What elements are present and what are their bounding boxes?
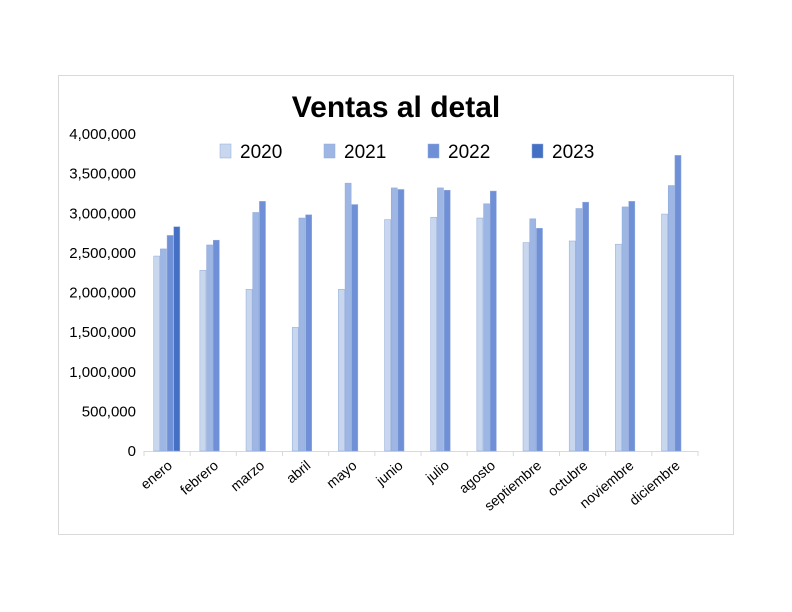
bar-2022-noviembre [628,201,636,452]
bar-2022-octubre [582,201,589,452]
bars [153,155,682,452]
bar-2022-febrero [213,239,220,452]
bar-2021-diciembre [667,185,675,452]
legend-swatch [531,143,544,159]
bar-2021-noviembre [621,206,629,452]
bar-2022-marzo [259,201,266,452]
legend-swatch [219,143,232,159]
legend-label: 2022 [448,142,490,163]
x-tick-label: enero [137,457,175,492]
bar-2020-octubre [568,240,576,452]
y-tick-label: 3,500,000 [69,166,136,183]
bar-2021-agosto [483,203,490,452]
legend: 2020 2021 2022 2023 [219,142,594,163]
bar-2020-junio [384,219,391,452]
y-tick-label: 4,000,000 [69,126,136,143]
bar-2020-septiembre [522,242,530,452]
bar-2021-septiembre [529,218,537,452]
bar-2020-abril [291,327,299,452]
bar-2023-enero [173,226,181,452]
bar-2022-mayo [351,204,359,452]
y-tick-label: 2,000,000 [69,285,136,302]
bar-2022-enero [166,235,174,452]
bar-2021-junio [390,187,398,452]
bar-2022-septiembre [536,228,543,452]
x-tick-label: agosto [456,457,499,496]
bar-2020-julio [430,216,438,452]
bar-2022-abril [305,214,312,452]
bar-2021-mayo [344,182,352,452]
bar-2020-febrero [199,270,207,452]
legend-label: 2021 [344,142,386,163]
y-tick-label: 500,000 [82,403,136,420]
bar-2020-enero [153,255,161,452]
bar-2021-octubre [575,208,583,452]
x-tick-label: mayo [323,457,360,491]
bar-2020-diciembre [661,213,668,452]
bar-2022-diciembre [674,155,682,452]
bar-2021-enero [160,248,167,452]
y-tick-label: 0 [128,443,136,460]
x-tick-label: diciembre [626,457,683,508]
legend-swatch [427,143,440,159]
bar-2022-julio [443,190,451,452]
bar-2022-junio [397,189,405,452]
y-tick-label: 1,000,000 [69,364,136,381]
bar-2021-abril [298,217,306,452]
x-tick-label: julio [422,457,452,486]
x-tick-label: marzo [227,457,267,494]
y-tick-label: 1,500,000 [69,324,136,341]
bar-2022-agosto [490,190,497,452]
y-tick-label: 2,500,000 [69,245,136,262]
legend-label: 2020 [240,142,282,163]
legend-label: 2023 [552,142,594,163]
x-tick-label: febrero [177,457,221,498]
x-tick-label: junio [372,457,406,489]
bar-2021-marzo [252,212,260,452]
bar-2021-febrero [206,244,213,452]
bar-2020-marzo [245,289,253,452]
y-tick-label: 3,000,000 [69,205,136,222]
bar-2020-mayo [338,289,345,452]
chart-title: Ventas al detal [292,91,500,124]
bar-2021-julio [437,187,444,452]
legend-swatch [323,143,336,159]
bar-2020-agosto [476,217,484,452]
y-axis: 0 500,000 1,000,000 1,500,000 2,000,000 2,500… [69,126,136,460]
x-tick-label: abril [283,457,314,486]
x-axis: enero febrero marzo abril mayo junio julio agos… [137,451,699,514]
bar-2020-noviembre [615,243,622,452]
